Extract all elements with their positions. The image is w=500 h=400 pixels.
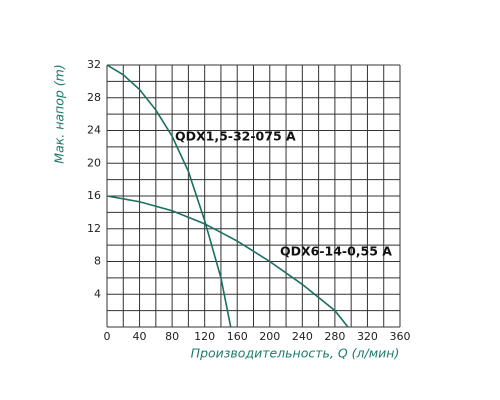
line [106,195,349,328]
x-tick-label: 320 [357,330,378,343]
series-label: QDX6-14-0,55 A [280,244,392,259]
y-tick-label: 12 [87,222,101,235]
x-tick-label: 120 [194,330,215,343]
y-axis-label: Мак. напор (m) [52,64,67,163]
y-tick-label: 20 [87,156,101,169]
x-tick-label: 160 [227,330,248,343]
y-tick-label: 28 [87,91,101,104]
x-tick-label: 280 [324,330,345,343]
line [106,64,232,328]
series-label: QDX1,5-32-075 A [175,129,296,144]
y-tick-label: 32 [87,58,101,71]
y-tick-label: 4 [94,287,101,300]
x-axis-label: Производительность, Q (л/мин) [191,346,400,361]
x-tick-label: 40 [133,330,147,343]
x-tick-label: 80 [165,330,179,343]
x-tick-label: 0 [104,330,111,343]
y-tick-label: 24 [87,124,101,137]
x-tick-label: 360 [390,330,411,343]
x-tick-label: 240 [292,330,313,343]
y-tick-label: 16 [87,189,101,202]
x-tick-label: 200 [259,330,280,343]
y-tick-label: 8 [94,255,101,268]
